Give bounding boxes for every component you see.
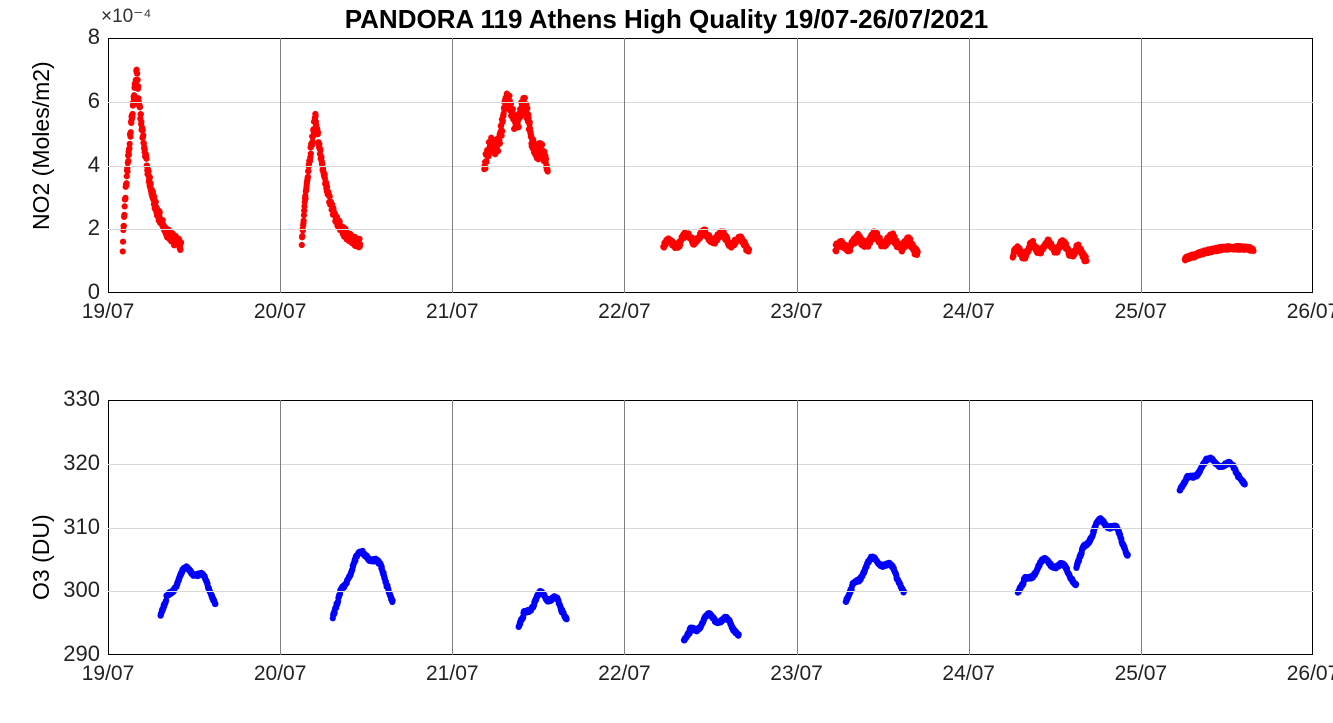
top-vgrid-23-07 xyxy=(797,38,798,293)
bottom-ytick-290: 290 xyxy=(40,641,100,667)
top-ytick-4: 4 xyxy=(58,152,100,178)
bottom-xtick-25-07[interactable]: 25/07 xyxy=(1106,662,1176,686)
top-xtick-19-07[interactable]: 19/07 xyxy=(73,300,143,324)
bottom-xtick-26-07[interactable]: 26/07 xyxy=(1278,662,1333,686)
top-xtick-20-07[interactable]: 20/07 xyxy=(245,300,315,324)
bottom-vgrid-24-07 xyxy=(969,400,970,655)
bottom-ytick-330: 330 xyxy=(40,386,100,412)
top-xtick-22-07[interactable]: 22/07 xyxy=(589,300,659,324)
bottom-vgrid-22-07 xyxy=(624,400,625,655)
bottom-xtick-21-07[interactable]: 21/07 xyxy=(417,662,487,686)
top-ytick-0: 0 xyxy=(58,279,100,305)
exponent-label: ×10⁻⁴ xyxy=(101,5,151,28)
top-xtick-24-07[interactable]: 24/07 xyxy=(934,300,1004,324)
top-ytick-6: 6 xyxy=(58,88,100,114)
bottom-scatter-svg xyxy=(109,401,1314,656)
bottom-y-axis-label: O3 (DU) xyxy=(28,514,55,600)
top-xtick-23-07[interactable]: 23/07 xyxy=(762,300,832,324)
top-xtick-21-07[interactable]: 21/07 xyxy=(417,300,487,324)
top-xtick-25-07[interactable]: 25/07 xyxy=(1106,300,1176,324)
top-y-axis-label: NO2 (Moles/m2) xyxy=(28,61,55,230)
bottom-xtick-20-07[interactable]: 20/07 xyxy=(245,662,315,686)
top-xtick-26-07[interactable]: 26/07 xyxy=(1278,300,1333,324)
top-vgrid-24-07 xyxy=(969,38,970,293)
top-ytick-2: 2 xyxy=(58,215,100,241)
chart-title: PANDORA 119 Athens High Quality 19/07-26… xyxy=(0,4,1333,35)
bottom-vgrid-23-07 xyxy=(797,400,798,655)
top-vgrid-22-07 xyxy=(624,38,625,293)
bottom-xtick-24-07[interactable]: 24/07 xyxy=(934,662,1004,686)
bottom-xtick-22-07[interactable]: 22/07 xyxy=(589,662,659,686)
bottom-ytick-320: 320 xyxy=(40,450,100,476)
bottom-panel xyxy=(108,400,1313,655)
bottom-xtick-23-07[interactable]: 23/07 xyxy=(762,662,832,686)
bottom-vgrid-25-07 xyxy=(1141,400,1142,655)
bottom-xtick-19-07[interactable]: 19/07 xyxy=(73,662,143,686)
bottom-vgrid-21-07 xyxy=(452,400,453,655)
top-scatter-svg xyxy=(109,39,1314,294)
top-vgrid-21-07 xyxy=(452,38,453,293)
top-vgrid-25-07 xyxy=(1141,38,1142,293)
bottom-vgrid-20-07 xyxy=(280,400,281,655)
top-panel: ×10⁻⁴ xyxy=(108,38,1313,293)
top-vgrid-20-07 xyxy=(280,38,281,293)
chart-window: PANDORA 119 Athens High Quality 19/07-26… xyxy=(0,0,1333,723)
